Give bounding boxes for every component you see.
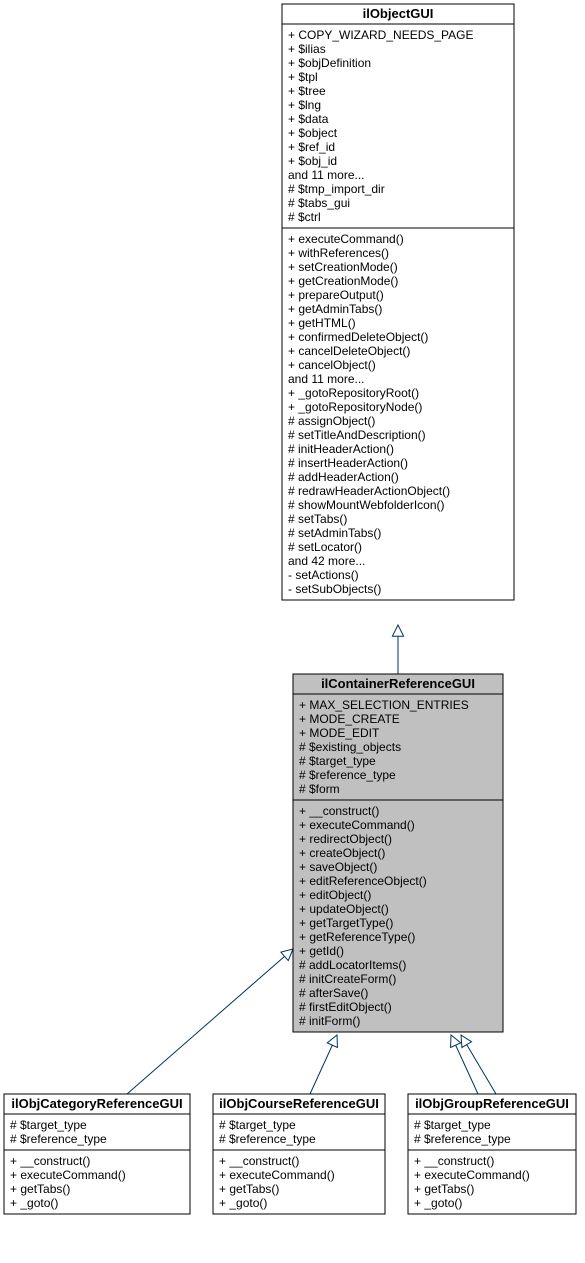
class-member: + $obj_id [288,154,337,168]
class-member: + getCreationMode() [288,274,398,288]
class-member: # insertHeaderAction() [288,456,408,470]
class-member: + $data [288,112,329,126]
class-member: and 42 more... [288,554,365,568]
class-member: + cancelObject() [288,358,376,372]
class-member: and 11 more... [288,372,365,386]
class-member: # $tmp_import_dir [288,182,385,196]
inheritance-arrowhead [451,1035,461,1048]
class-member: + getTabs() [10,1182,70,1196]
class-member: + getTargetType() [299,916,393,930]
class-member: + createObject() [299,846,385,860]
class-member: + updateObject() [299,902,389,916]
edge-ilObjCategoryReferenceGUI-to-ilContainerReferenceGUI [127,949,293,1094]
class-member: + MAX_SELECTION_ENTRIES [299,698,469,712]
class-member: + $object [288,126,338,140]
class-member: # setAdminTabs() [288,526,381,540]
class-member: + $tree [288,84,326,98]
class-member: + confirmedDeleteObject() [288,330,428,344]
class-member: # $target_type [299,754,376,768]
class-box-ilObjGroupReferenceGUI[interactable]: ilObjGroupReferenceGUI # $target_type# $r… [408,1094,576,1214]
class-member: + __construct() [414,1154,494,1168]
inheritance-arrowhead [461,1035,472,1047]
class-title: ilObjCategoryReferenceGUI [11,1096,182,1111]
class-member: + executeCommand() [299,818,415,832]
class-member: + __construct() [10,1154,90,1168]
class-member: # initForm() [299,1014,360,1028]
class-member: + __construct() [219,1154,299,1168]
class-member: # showMountWebfolderIcon() [288,498,445,512]
class-member: + MODE_CREATE [299,712,400,726]
class-member: # redrawHeaderActionObject() [288,484,450,498]
inheritance-arrowhead [392,625,403,636]
class-member: + prepareOutput() [288,288,384,302]
class-member: - setSubObjects() [288,582,381,596]
class-box-ilObjectGUI[interactable]: ilObjectGUI + COPY_WIZARD_NEEDS_PAGE+ $il… [282,4,514,600]
class-member: + getTabs() [414,1182,474,1196]
class-member: # initHeaderAction() [288,442,394,456]
class-member: + editReferenceObject() [299,874,427,888]
class-member: # $target_type [10,1118,87,1132]
class-member: + redirectObject() [299,832,392,846]
class-member: + _gotoRepositoryRoot() [288,386,419,400]
class-member: + withReferences() [288,246,389,260]
class-member: + saveObject() [299,860,377,874]
class-member: + MODE_EDIT [299,726,380,740]
class-member: + __construct() [299,804,379,818]
class-member: + $ref_id [288,140,335,154]
class-member: + executeCommand() [288,232,404,246]
class-member: + getReferenceType() [299,930,415,944]
class-member: # initCreateForm() [299,972,396,986]
class-member: # addLocatorItems() [299,958,406,972]
class-member: + getTabs() [219,1182,279,1196]
inheritance-arrowhead [327,1035,337,1048]
class-title: ilObjCourseReferenceGUI [219,1096,379,1111]
class-title: ilObjectGUI [363,6,434,21]
class-member: + COPY_WIZARD_NEEDS_PAGE [288,28,474,42]
class-member: # afterSave() [299,986,368,1000]
inheritance-arrowhead [281,949,293,961]
class-box-ilContainerReferenceGUI[interactable]: ilContainerReferenceGUI + MAX_SELECTION_E… [293,674,503,1032]
class-member: + executeCommand() [219,1168,335,1182]
class-member: + $ilias [288,42,326,56]
class-member: # $ctrl [288,210,321,224]
class-member: + getAdminTabs() [288,302,382,316]
class-member: + executeCommand() [10,1168,126,1182]
uml-diagram: ilObjectGUI + COPY_WIZARD_NEEDS_PAGE+ $il… [0,0,585,1263]
class-member: # $tabs_gui [288,196,350,210]
class-box-ilObjCategoryReferenceGUI[interactable]: ilObjCategoryReferenceGUI # $target_type#… [4,1094,190,1214]
class-member: + _goto() [219,1196,267,1210]
class-member: + _goto() [414,1196,462,1210]
class-member: + _gotoRepositoryNode() [288,400,422,414]
class-member: # assignObject() [288,414,375,428]
class-title: ilObjGroupReferenceGUI [415,1096,569,1111]
class-member: # setTitleAndDescription() [288,428,426,442]
class-member: # $existing_objects [299,740,401,754]
class-member: + getId() [299,944,344,958]
class-member: # setTabs() [288,512,347,526]
class-member: + editObject() [299,888,371,902]
class-member: + getHTML() [288,316,356,330]
class-member: + cancelDeleteObject() [288,344,410,358]
class-member: # $target_type [414,1118,491,1132]
class-member: # setLocator() [288,540,362,554]
class-member: - setActions() [288,568,359,582]
class-member: # $target_type [219,1118,296,1132]
class-member: # $reference_type [10,1132,107,1146]
class-member: + _goto() [10,1196,58,1210]
class-member: # $reference_type [414,1132,511,1146]
class-member: + $tpl [288,70,318,84]
class-member: + $lng [288,98,321,112]
class-member: and 11 more... [288,168,365,182]
class-member: # $form [299,782,340,796]
class-member: + $objDefinition [288,56,371,70]
class-title: ilContainerReferenceGUI [321,676,475,691]
class-box-ilObjCourseReferenceGUI[interactable]: ilObjCourseReferenceGUI # $target_type# $… [213,1094,385,1214]
class-member: # $reference_type [299,768,396,782]
class-member: # $reference_type [219,1132,316,1146]
class-member: # addHeaderAction() [288,470,399,484]
class-member: # firstEditObject() [299,1000,392,1014]
class-member: + executeCommand() [414,1168,530,1182]
class-member: + setCreationMode() [288,260,398,274]
